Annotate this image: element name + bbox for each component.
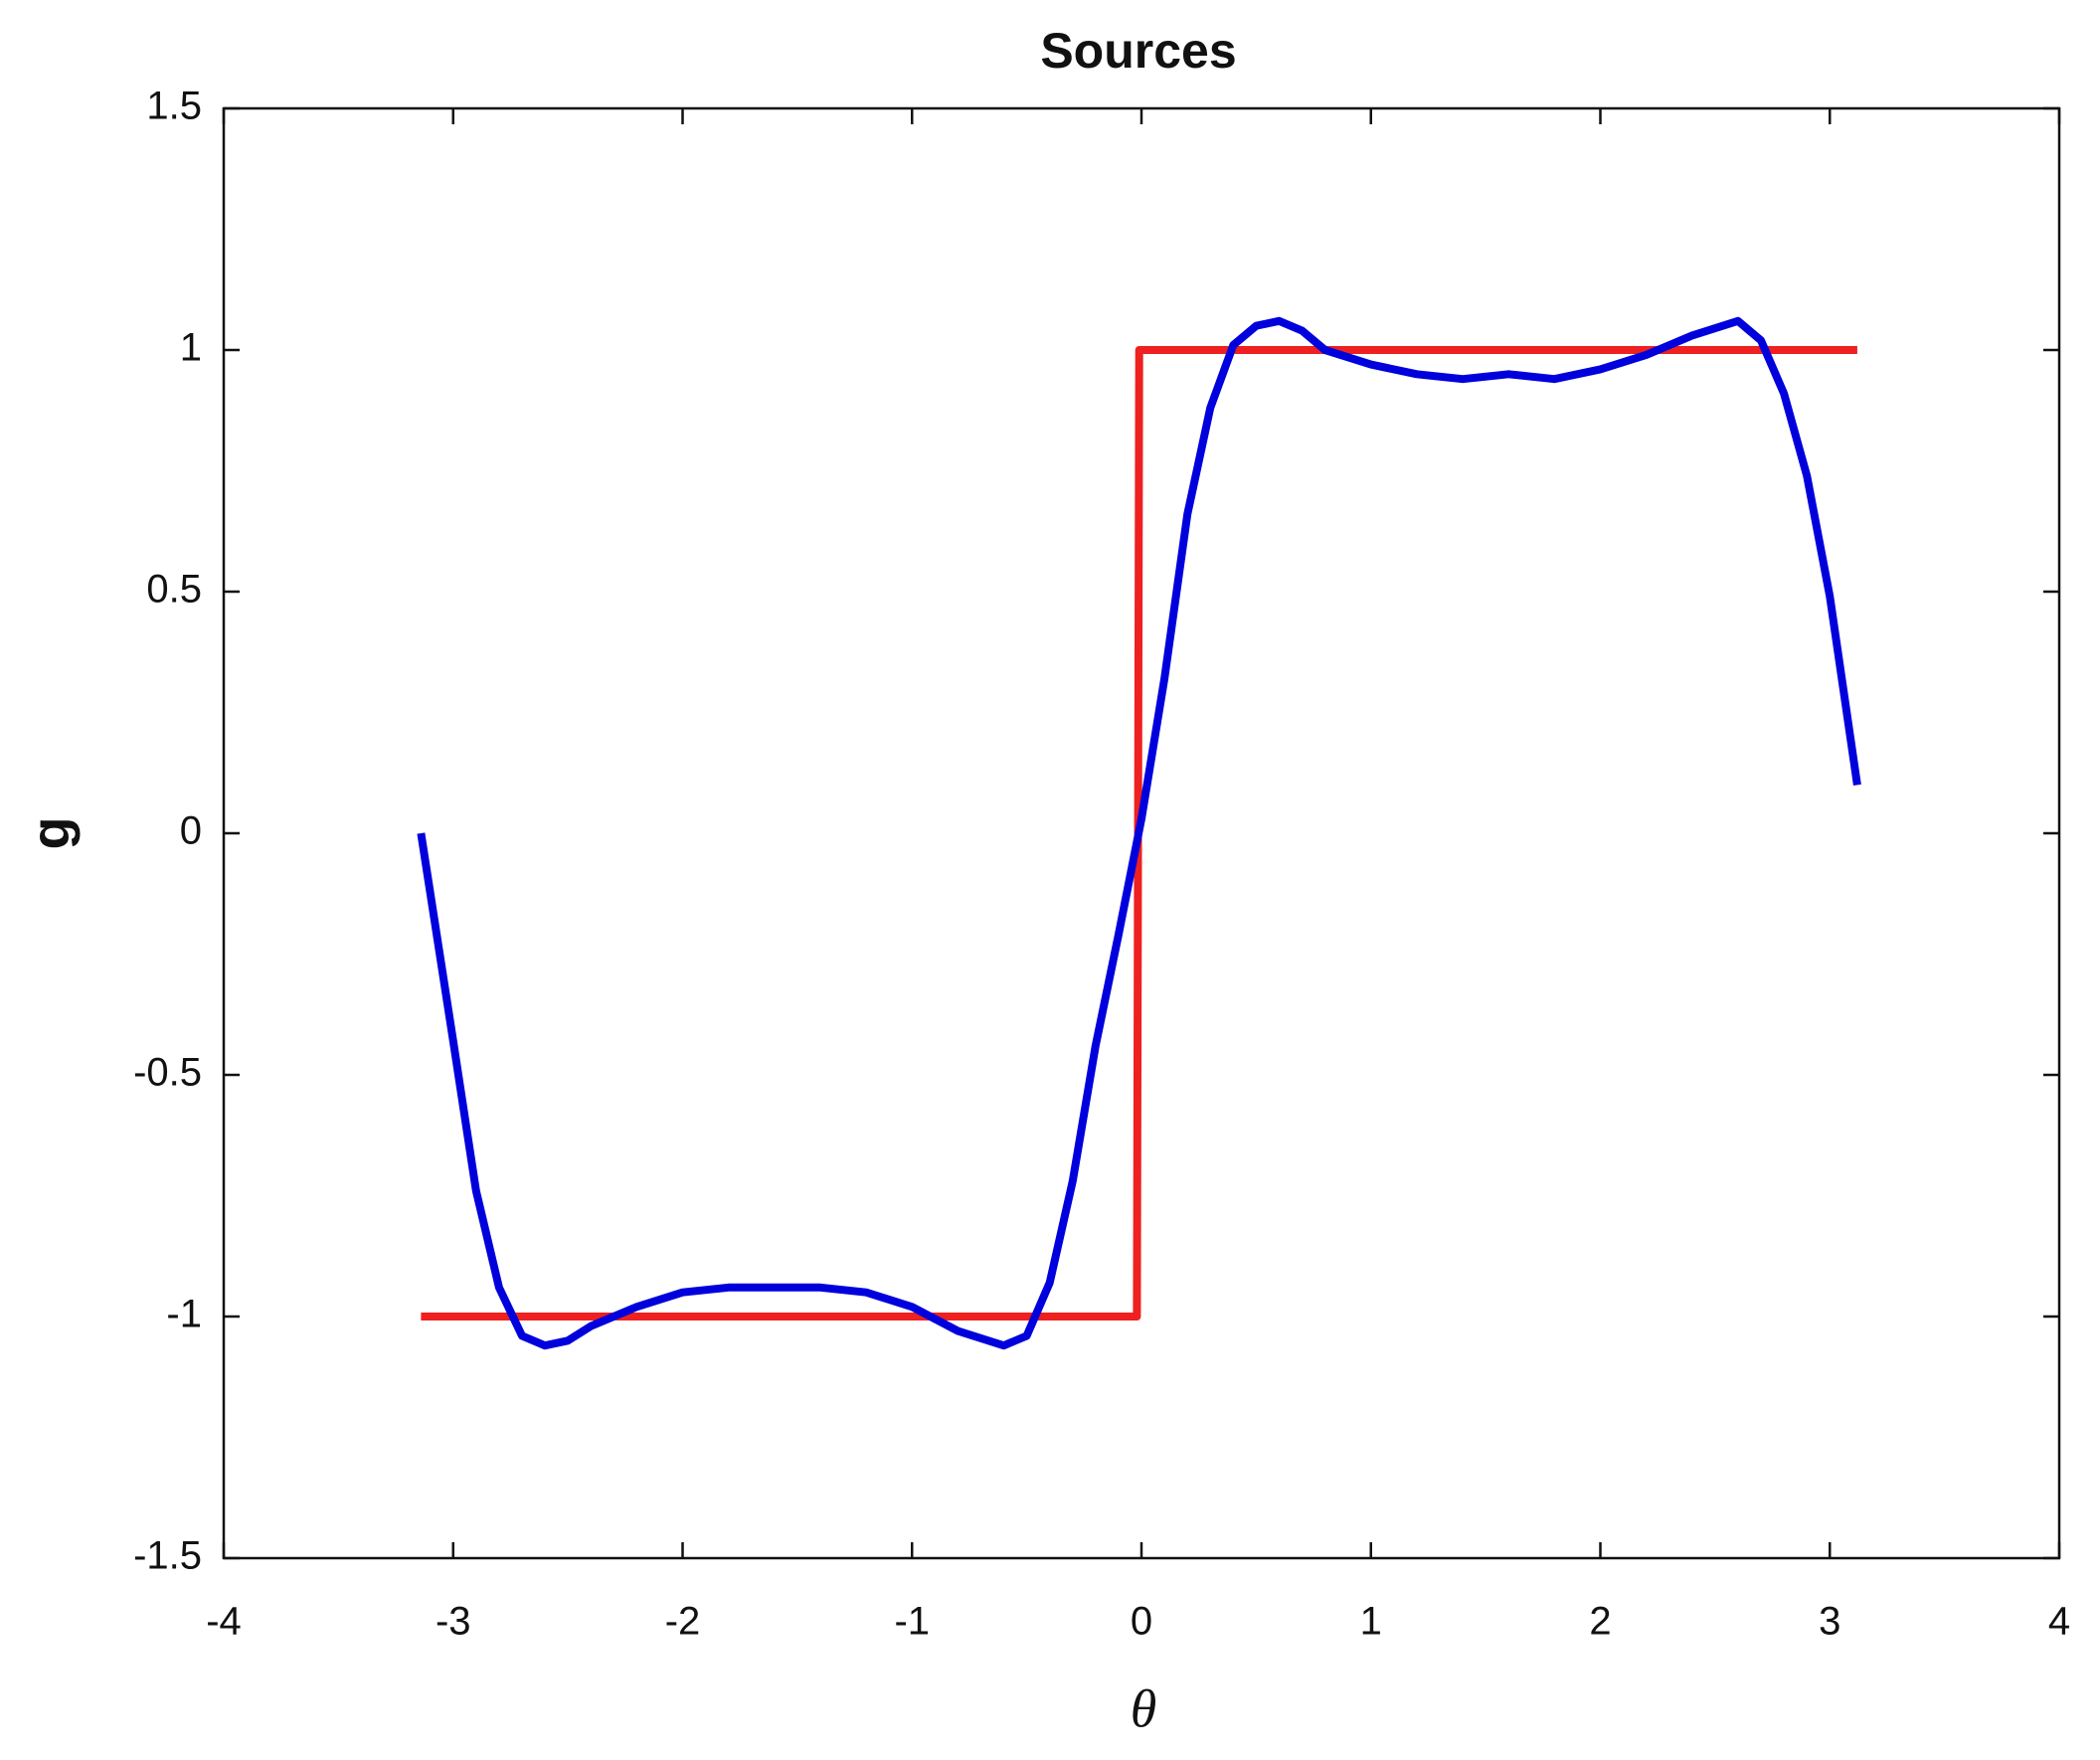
y-tick-label: -0.5 [133, 1051, 202, 1095]
x-tick-label: 2 [1589, 1600, 1611, 1644]
y-tick-label: -1.5 [133, 1534, 202, 1578]
x-tick-label: 3 [1819, 1600, 1840, 1644]
x-tick-label: 0 [1131, 1600, 1152, 1644]
y-tick-label: 1 [180, 326, 202, 370]
y-tick-label: 0.5 [146, 568, 202, 612]
y-tick-label: -1 [166, 1293, 202, 1336]
x-tick-label: -2 [665, 1600, 701, 1644]
y-tick-label: 0 [180, 809, 202, 853]
x-axis-label: θ [1131, 1678, 1157, 1738]
y-axis-label: g [21, 817, 81, 850]
chart-title: Sources [1040, 23, 1236, 79]
x-tick-label: 1 [1360, 1600, 1382, 1644]
y-tick-label: 1.5 [146, 85, 202, 128]
line-series [417, 316, 1861, 1350]
x-tick-label: -4 [206, 1600, 242, 1644]
x-tick-label: -1 [894, 1600, 930, 1644]
x-tick-label: -3 [436, 1600, 471, 1644]
x-tick-label: 4 [2048, 1600, 2070, 1644]
